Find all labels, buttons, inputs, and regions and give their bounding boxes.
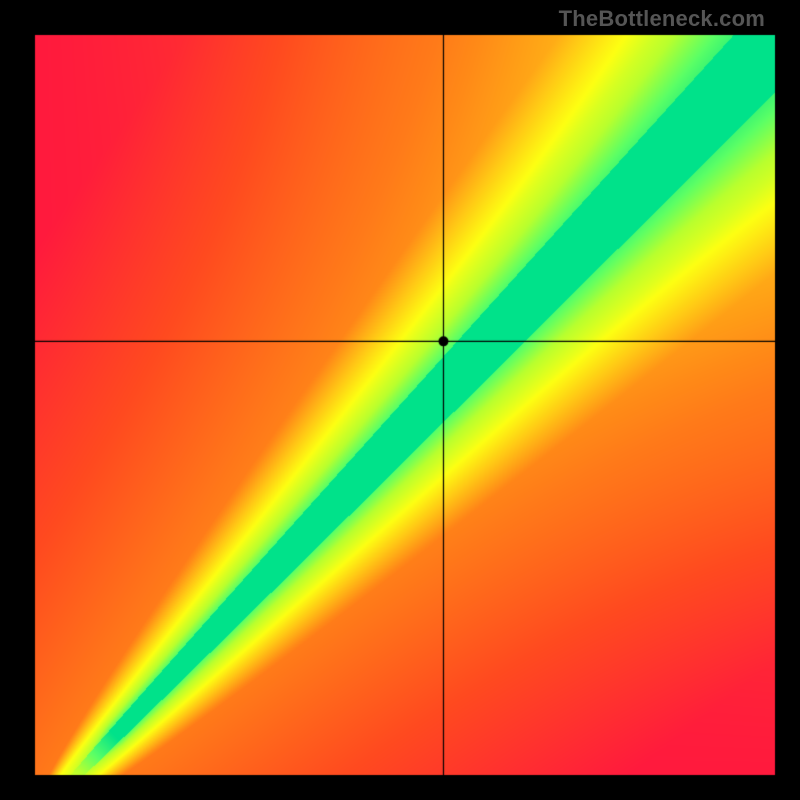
- chart-container: TheBottleneck.com: [0, 0, 800, 800]
- watermark-text: TheBottleneck.com: [559, 6, 765, 32]
- heatmap-canvas: [0, 0, 800, 800]
